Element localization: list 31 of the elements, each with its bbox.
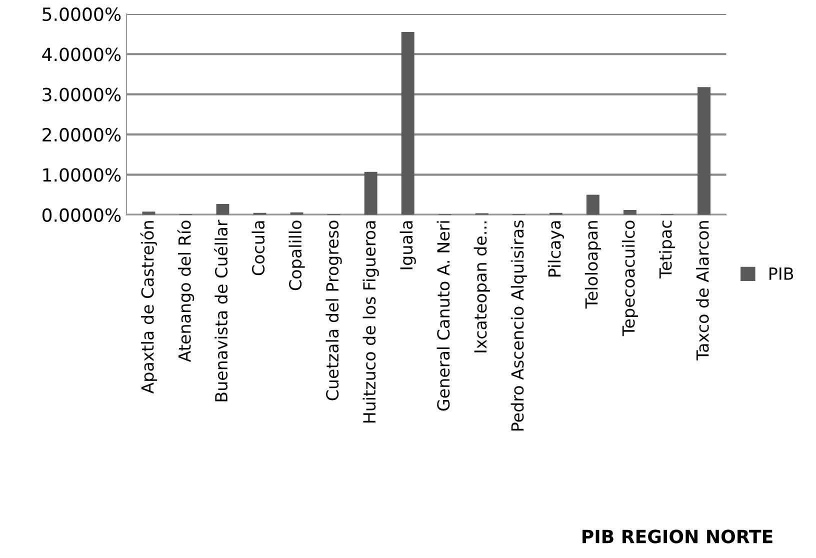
legend-label: PIB bbox=[770, 268, 794, 280]
y-tick-label: 5.0000% bbox=[42, 7, 121, 22]
x-tick-label: Huitzuco de los Figueroa bbox=[362, 221, 379, 423]
bar bbox=[216, 204, 230, 215]
x-tick-label: Pedro Ascencio Alquisiras bbox=[510, 220, 527, 431]
x-tick-label: Buenavista de Cuéllar bbox=[214, 220, 228, 402]
x-tick-label: Teloloapan bbox=[584, 221, 602, 309]
y-tick-label: 1.0000% bbox=[43, 168, 121, 182]
bar bbox=[142, 212, 156, 215]
y-tick-label: 4.0000% bbox=[42, 48, 121, 62]
bar bbox=[586, 194, 600, 215]
x-tick-label: Tepecoacuilco bbox=[622, 220, 638, 336]
x-tick-label: Apaxtla de Castrejón bbox=[140, 221, 158, 394]
x-tick-label: Copalillo bbox=[288, 220, 305, 290]
x-tick-label: Atenango del Río bbox=[177, 220, 194, 362]
x-tick-label: Cuetzala del Progreso bbox=[326, 220, 342, 400]
x-tick-label: Pilcaya bbox=[548, 221, 564, 276]
x-tick-label: Taxco de Alarcon bbox=[696, 221, 709, 360]
x-tick-label: Tetipac bbox=[658, 220, 676, 278]
bar bbox=[698, 87, 711, 215]
x-tick-label: Ixcateopan de... bbox=[474, 221, 490, 352]
y-tick-label: 0.0000% bbox=[42, 208, 121, 222]
y-tick-label: 2.0000% bbox=[42, 128, 121, 142]
x-tick-label: Cocula bbox=[252, 221, 265, 276]
bar bbox=[401, 32, 414, 215]
text: PIB REGION NORTE bbox=[582, 530, 772, 544]
bar bbox=[624, 210, 636, 215]
bar bbox=[364, 172, 378, 215]
x-tick-label: General Canuto A. Neri bbox=[436, 221, 450, 411]
x-tick-label: Iguala bbox=[400, 221, 416, 270]
y-tick-label: 3.0000% bbox=[42, 88, 121, 102]
